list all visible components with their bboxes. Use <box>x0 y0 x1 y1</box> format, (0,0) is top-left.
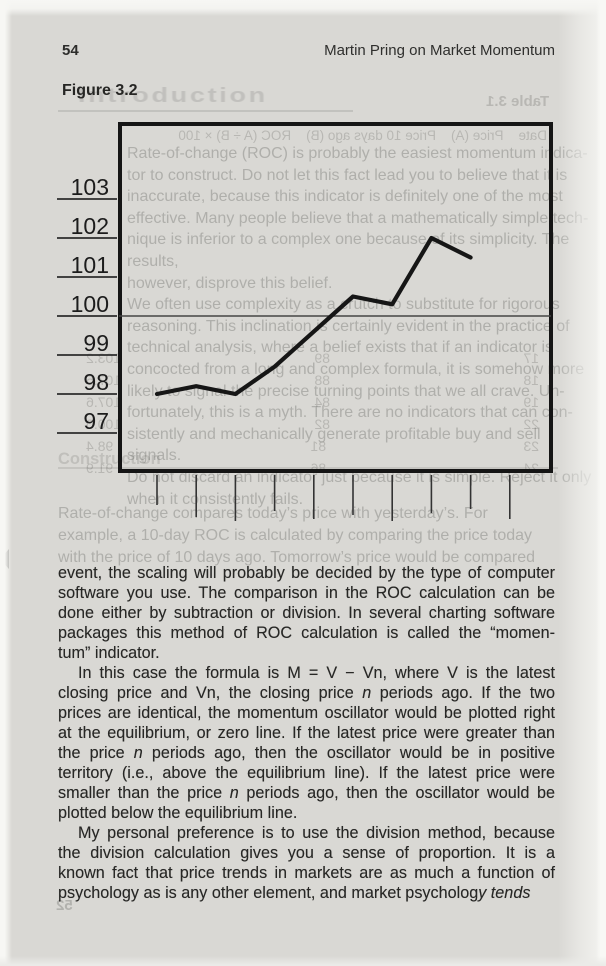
body-text-segment-italic: y tends <box>478 884 531 902</box>
body-text-segment: periods ago, then the oscillator would b… <box>142 744 555 762</box>
y-axis-label: 103 <box>71 174 109 200</box>
y-axis-labels: 103 102 101 100 99 98 97 <box>57 174 117 434</box>
body-line: closing price and Vn, the closing price … <box>58 683 555 703</box>
body-text-segment: psychology as is any other element, and … <box>58 884 479 902</box>
body-line: psychology as is any other element, and … <box>58 883 555 903</box>
bleedthrough-line: technical analysis, where a belief exist… <box>127 339 553 357</box>
ghost-intro-rule <box>58 110 353 112</box>
page-number: 54 <box>62 42 79 59</box>
figure-label: Figure 3.2 <box>62 82 138 99</box>
ghost-intro-heading: Introduction <box>78 85 268 107</box>
bleedthrough-line: Rate-of-change compares today’s price wi… <box>58 505 488 522</box>
bleedthrough-line: concocted from a long and complex formul… <box>127 360 585 378</box>
body-text-segment: periods ago, then the oscillator would b… <box>238 784 555 802</box>
body-line: the price n periods ago, then the oscill… <box>58 743 555 763</box>
body-text-segment: closing price and Vn, the closing price <box>58 684 363 702</box>
bleedthrough-line: effective. Many people believe that a ma… <box>127 209 589 227</box>
y-axis-label: 102 <box>71 213 109 239</box>
bleedthrough-line: fortunately, this is a myth. There are n… <box>127 404 573 422</box>
body-line: tum” indicator. <box>58 644 160 662</box>
body-line: known fact that price trends in markets … <box>58 864 555 882</box>
body-line: software you use. The comparison in the … <box>58 584 555 602</box>
bleedthrough-line: reasoning. This inclination is certainly… <box>127 317 570 335</box>
body-line: event, the scaling will probably be deci… <box>58 564 555 582</box>
body-text-segment: periods ago. If the two <box>371 684 555 702</box>
scan-artifact-arrow <box>0 549 9 569</box>
y-axis-label: 101 <box>71 252 109 278</box>
body-line: prices are identical, the momentum oscil… <box>58 704 555 722</box>
ghost-construction-heading: Construction <box>58 450 161 468</box>
body-text-segment-italic: n <box>133 744 143 762</box>
figure-border <box>118 122 553 473</box>
bleedthrough-line: inaccurate, because this indicator is de… <box>127 188 563 206</box>
bleedthrough-line: nique is inferior to a complex one becau… <box>127 231 570 270</box>
body-text-segment: the price <box>58 744 134 762</box>
bleedthrough-line: Rate-of-change (ROC) is probably the eas… <box>127 145 588 162</box>
bleedthrough-line: however, disprove this belief. <box>127 274 333 292</box>
body-text-segment-italic: n <box>362 684 372 702</box>
y-axis-label: 98 <box>83 369 109 395</box>
body-line: My personal preference is to use the div… <box>78 824 555 842</box>
price-line <box>154 235 473 397</box>
bleedthrough-line: sistently and mechanically generate prof… <box>127 425 541 465</box>
ghost-construction-rule <box>58 467 558 469</box>
body-line: territory (i.e., above the equilibrium l… <box>58 764 555 782</box>
body-line: packages this method of ROC calculation … <box>58 624 555 642</box>
body-line: at the equilibrium, or zero line. If the… <box>58 724 555 742</box>
body-line: In this case the formula is M = V − Vn, … <box>78 664 555 682</box>
y-axis-label: 100 <box>71 291 109 317</box>
bleedthrough-line: example, a 10-day ROC is calculated by c… <box>58 527 533 544</box>
bleedthrough-line: Do not discard an indicator just because… <box>127 468 592 486</box>
y-axis-label: 99 <box>83 330 109 356</box>
bleedthrough-lines-below-chart: Rate-of-change compares today’s price wi… <box>58 503 558 569</box>
body-text: event, the scaling will probably be deci… <box>58 563 555 903</box>
body-line: done either by subtraction or division. … <box>58 604 555 622</box>
body-text-segment-italic: n <box>229 784 239 802</box>
y-axis-label: 97 <box>83 408 109 434</box>
bleedthrough-line: with the price of 10 days ago. Tomorrow’… <box>58 549 535 566</box>
bleedthrough-line: when it consistently fails. <box>127 490 304 508</box>
body-line: smaller than the price n periods ago, th… <box>58 783 555 803</box>
page-header: 54 Martin Pring on Market Momentum <box>58 42 555 62</box>
bleedthrough-line: tor to construct. Do not let this fact l… <box>127 166 568 184</box>
body-line: plotted below the equilibrium line. <box>58 804 298 822</box>
running-title: Martin Pring on Market Momentum <box>324 42 555 59</box>
body-line: the division calculation gives you a sen… <box>58 844 555 862</box>
x-axis-ticks <box>156 475 511 521</box>
body-text-segment: smaller than the price <box>58 784 230 802</box>
